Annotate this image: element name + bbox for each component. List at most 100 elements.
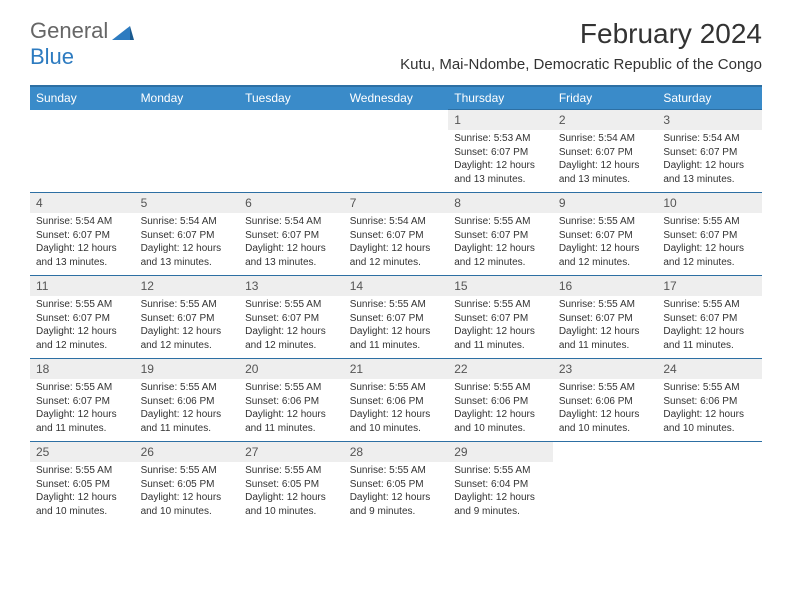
logo-triangle-icon bbox=[112, 24, 134, 40]
day-number-cell: 21 bbox=[344, 359, 449, 380]
day-detail-cell: Sunrise: 5:55 AMSunset: 6:06 PMDaylight:… bbox=[344, 379, 449, 442]
sunset-text: Sunset: 6:05 PM bbox=[350, 478, 443, 492]
day-detail-cell: Sunrise: 5:55 AMSunset: 6:06 PMDaylight:… bbox=[448, 379, 553, 442]
daylight-text: Daylight: 12 hours and 13 minutes. bbox=[245, 242, 338, 269]
daylight-text: Daylight: 12 hours and 11 minutes. bbox=[559, 325, 652, 352]
day-detail-cell: Sunrise: 5:55 AMSunset: 6:07 PMDaylight:… bbox=[448, 213, 553, 276]
daylight-text: Daylight: 12 hours and 11 minutes. bbox=[663, 325, 756, 352]
day-number-cell: 11 bbox=[30, 276, 135, 297]
day-detail-cell bbox=[135, 130, 240, 193]
sunrise-text: Sunrise: 5:55 AM bbox=[245, 464, 338, 478]
sunrise-text: Sunrise: 5:54 AM bbox=[663, 132, 756, 146]
daylight-text: Daylight: 12 hours and 13 minutes. bbox=[454, 159, 547, 186]
sunset-text: Sunset: 6:07 PM bbox=[350, 229, 443, 243]
day-detail-row: Sunrise: 5:55 AMSunset: 6:07 PMDaylight:… bbox=[30, 379, 762, 442]
sunset-text: Sunset: 6:07 PM bbox=[663, 312, 756, 326]
daylight-text: Daylight: 12 hours and 11 minutes. bbox=[245, 408, 338, 435]
sunset-text: Sunset: 6:07 PM bbox=[36, 312, 129, 326]
daylight-text: Daylight: 12 hours and 10 minutes. bbox=[350, 408, 443, 435]
day-number-cell: 12 bbox=[135, 276, 240, 297]
sunrise-text: Sunrise: 5:55 AM bbox=[350, 298, 443, 312]
day-number-cell: 19 bbox=[135, 359, 240, 380]
day-number-cell bbox=[657, 442, 762, 463]
day-detail-cell bbox=[553, 462, 658, 524]
day-number-cell: 4 bbox=[30, 193, 135, 214]
sunset-text: Sunset: 6:07 PM bbox=[559, 312, 652, 326]
daylight-text: Daylight: 12 hours and 9 minutes. bbox=[454, 491, 547, 518]
day-detail-cell: Sunrise: 5:55 AMSunset: 6:05 PMDaylight:… bbox=[344, 462, 449, 524]
day-number-cell: 25 bbox=[30, 442, 135, 463]
sunrise-text: Sunrise: 5:54 AM bbox=[36, 215, 129, 229]
sunset-text: Sunset: 6:06 PM bbox=[663, 395, 756, 409]
day-number-cell: 18 bbox=[30, 359, 135, 380]
day-detail-cell: Sunrise: 5:54 AMSunset: 6:07 PMDaylight:… bbox=[30, 213, 135, 276]
day-detail-cell: Sunrise: 5:55 AMSunset: 6:07 PMDaylight:… bbox=[448, 296, 553, 359]
day-number-cell: 17 bbox=[657, 276, 762, 297]
sunset-text: Sunset: 6:06 PM bbox=[141, 395, 234, 409]
daylight-text: Daylight: 12 hours and 11 minutes. bbox=[350, 325, 443, 352]
day-number-cell: 29 bbox=[448, 442, 553, 463]
daylight-text: Daylight: 12 hours and 11 minutes. bbox=[454, 325, 547, 352]
day-detail-cell: Sunrise: 5:55 AMSunset: 6:06 PMDaylight:… bbox=[657, 379, 762, 442]
daylight-text: Daylight: 12 hours and 9 minutes. bbox=[350, 491, 443, 518]
sunset-text: Sunset: 6:06 PM bbox=[350, 395, 443, 409]
day-number-cell: 26 bbox=[135, 442, 240, 463]
sunrise-text: Sunrise: 5:55 AM bbox=[350, 381, 443, 395]
daylight-text: Daylight: 12 hours and 12 minutes. bbox=[36, 325, 129, 352]
day-number-row: 2526272829 bbox=[30, 442, 762, 463]
day-number-cell: 1 bbox=[448, 110, 553, 131]
daylight-text: Daylight: 12 hours and 12 minutes. bbox=[245, 325, 338, 352]
sunset-text: Sunset: 6:07 PM bbox=[454, 146, 547, 160]
sunrise-text: Sunrise: 5:55 AM bbox=[141, 298, 234, 312]
daylight-text: Daylight: 12 hours and 13 minutes. bbox=[663, 159, 756, 186]
sunrise-text: Sunrise: 5:55 AM bbox=[663, 298, 756, 312]
day-detail-cell: Sunrise: 5:55 AMSunset: 6:07 PMDaylight:… bbox=[344, 296, 449, 359]
sunset-text: Sunset: 6:07 PM bbox=[454, 229, 547, 243]
weekday-header: Saturday bbox=[657, 86, 762, 110]
sunrise-text: Sunrise: 5:55 AM bbox=[454, 215, 547, 229]
sunset-text: Sunset: 6:07 PM bbox=[36, 229, 129, 243]
day-detail-cell: Sunrise: 5:55 AMSunset: 6:04 PMDaylight:… bbox=[448, 462, 553, 524]
day-detail-cell: Sunrise: 5:55 AMSunset: 6:07 PMDaylight:… bbox=[239, 296, 344, 359]
sunrise-text: Sunrise: 5:55 AM bbox=[454, 298, 547, 312]
day-number-cell bbox=[135, 110, 240, 131]
sunset-text: Sunset: 6:07 PM bbox=[141, 312, 234, 326]
sunset-text: Sunset: 6:06 PM bbox=[454, 395, 547, 409]
sunset-text: Sunset: 6:07 PM bbox=[663, 229, 756, 243]
daylight-text: Daylight: 12 hours and 12 minutes. bbox=[663, 242, 756, 269]
day-detail-cell: Sunrise: 5:55 AMSunset: 6:07 PMDaylight:… bbox=[553, 296, 658, 359]
daylight-text: Daylight: 12 hours and 10 minutes. bbox=[36, 491, 129, 518]
sunrise-text: Sunrise: 5:55 AM bbox=[454, 381, 547, 395]
day-detail-cell: Sunrise: 5:55 AMSunset: 6:06 PMDaylight:… bbox=[135, 379, 240, 442]
day-detail-cell: Sunrise: 5:54 AMSunset: 6:07 PMDaylight:… bbox=[344, 213, 449, 276]
day-number-cell: 27 bbox=[239, 442, 344, 463]
sunrise-text: Sunrise: 5:55 AM bbox=[663, 215, 756, 229]
logo-text-2: Blue bbox=[30, 44, 74, 70]
day-detail-cell: Sunrise: 5:55 AMSunset: 6:07 PMDaylight:… bbox=[135, 296, 240, 359]
day-number-cell: 13 bbox=[239, 276, 344, 297]
weekday-header: Thursday bbox=[448, 86, 553, 110]
sunrise-text: Sunrise: 5:54 AM bbox=[559, 132, 652, 146]
day-detail-cell: Sunrise: 5:55 AMSunset: 6:07 PMDaylight:… bbox=[657, 296, 762, 359]
sunset-text: Sunset: 6:07 PM bbox=[245, 229, 338, 243]
title-block: February 2024 Kutu, Mai-Ndombe, Democrat… bbox=[400, 18, 762, 81]
day-detail-cell bbox=[239, 130, 344, 193]
day-number-cell: 2 bbox=[553, 110, 658, 131]
day-detail-row: Sunrise: 5:53 AMSunset: 6:07 PMDaylight:… bbox=[30, 130, 762, 193]
daylight-text: Daylight: 12 hours and 12 minutes. bbox=[454, 242, 547, 269]
daylight-text: Daylight: 12 hours and 10 minutes. bbox=[141, 491, 234, 518]
sunrise-text: Sunrise: 5:55 AM bbox=[245, 381, 338, 395]
sunset-text: Sunset: 6:07 PM bbox=[245, 312, 338, 326]
day-number-cell: 14 bbox=[344, 276, 449, 297]
day-detail-cell: Sunrise: 5:55 AMSunset: 6:06 PMDaylight:… bbox=[553, 379, 658, 442]
day-number-cell: 7 bbox=[344, 193, 449, 214]
day-detail-row: Sunrise: 5:55 AMSunset: 6:05 PMDaylight:… bbox=[30, 462, 762, 524]
sunset-text: Sunset: 6:05 PM bbox=[245, 478, 338, 492]
day-number-cell: 28 bbox=[344, 442, 449, 463]
sunrise-text: Sunrise: 5:55 AM bbox=[141, 381, 234, 395]
weekday-header: Wednesday bbox=[344, 86, 449, 110]
day-number-cell bbox=[553, 442, 658, 463]
sunrise-text: Sunrise: 5:55 AM bbox=[245, 298, 338, 312]
daylight-text: Daylight: 12 hours and 12 minutes. bbox=[350, 242, 443, 269]
daylight-text: Daylight: 12 hours and 11 minutes. bbox=[141, 408, 234, 435]
